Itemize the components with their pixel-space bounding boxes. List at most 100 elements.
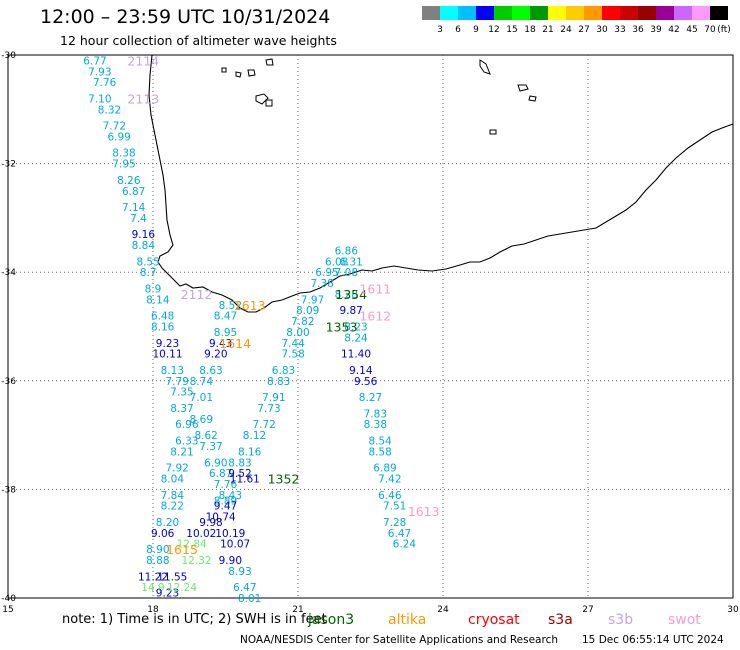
swh-value: 9.87 (339, 305, 362, 317)
swh-value: 7.28 (383, 517, 406, 529)
swh-value: 7.38 (310, 278, 333, 290)
swh-value: 7.37 (199, 441, 222, 453)
coastline (148, 54, 734, 313)
legend-tick: 3 (437, 25, 443, 35)
swh-value: 7.84 (161, 490, 185, 502)
swh-value: 6.83 (272, 365, 295, 377)
swh-value: 6.24 (393, 539, 417, 551)
swh-value: 6.47 (233, 582, 256, 594)
inland-water-bodies (221, 58, 537, 135)
swh-value: 9.56 (354, 376, 378, 388)
wave-height-values: 6.777.937.767.108.327.726.998.387.958.26… (83, 55, 416, 605)
swh-value: 10.02 (186, 528, 216, 540)
footer-agency: NOAA/NESDIS Center for Satellite Applica… (240, 634, 558, 646)
legend-swatch (566, 6, 584, 20)
swh-value: 10.11 (152, 349, 182, 361)
swh-value: 8.28 (335, 289, 358, 301)
swh-value: 8.09 (296, 305, 319, 317)
pass-id-label: 1353 (326, 320, 358, 335)
pass-id-label: 1354 (335, 287, 367, 302)
legend-tick: 33 (614, 25, 625, 35)
pass-id-label: 2114 (127, 53, 159, 68)
map-frame (7, 54, 734, 599)
legend-swatch (512, 6, 530, 20)
swh-value: 7.58 (281, 349, 304, 361)
swh-value: 8.52 (219, 300, 242, 312)
swh-value: 8.9 (145, 283, 162, 295)
swh-value: 8.13 (161, 365, 184, 377)
swh-value: 8.01 (238, 593, 261, 605)
swh-value: 8.93 (228, 566, 251, 578)
legend-swatch (638, 6, 656, 20)
swh-value: 9.20 (204, 349, 227, 361)
pass-id-label: 1614 (219, 336, 251, 351)
swh-value: 8.69 (190, 414, 213, 426)
x-tick-label: 15 (2, 605, 13, 615)
legend-swatch (494, 6, 512, 20)
color-legend: 3 6 9 12 15 18 21 24 27 30 33 36 39 42 45 70 (ft) (422, 6, 731, 35)
swh-value: 10.74 (206, 512, 236, 524)
swh-value: 7.76 (93, 77, 117, 89)
swh-value: 8.04 (161, 474, 185, 486)
swh-value: 14.9 (141, 582, 164, 594)
legend-swatch (656, 6, 674, 20)
swh-value: 7.42 (378, 474, 401, 486)
swh-value: 12.24 (167, 582, 197, 594)
swh-value: 7.93 (88, 66, 111, 78)
swh-value: 8.83 (228, 457, 251, 469)
legend-swatch (548, 6, 566, 20)
swh-value: 8.62 (194, 430, 217, 442)
swh-value: 7.97 (301, 294, 324, 306)
pass-id-label: 1352 (268, 472, 300, 487)
pass-id-label: 2112 (181, 287, 213, 302)
swh-value: 8.12 (243, 430, 266, 442)
swh-value: 6.48 (151, 311, 174, 323)
swh-value: 9.16 (132, 229, 156, 241)
legend-swatch (602, 6, 620, 20)
legend-tick: 18 (524, 25, 536, 35)
pass-id-label: 1613 (234, 298, 266, 313)
swh-value: 6.87 (209, 468, 232, 480)
swh-value: 11.22 (138, 571, 168, 583)
swh-value: 6.47 (388, 528, 411, 540)
swh-value: 7.01 (190, 392, 213, 404)
swh-value: 7.92 (165, 463, 188, 475)
x-tick-label: 30 (727, 605, 739, 615)
graticule (8, 55, 733, 598)
swh-value: 9.52 (228, 468, 251, 480)
swh-value: 9.90 (219, 555, 242, 567)
satellite-altika: altika (388, 612, 427, 628)
swh-value: 7.79 (165, 376, 188, 388)
swh-value: 8.38 (364, 419, 387, 431)
swh-value: 8.43 (219, 490, 242, 502)
swh-value: 6.08 (325, 256, 348, 268)
x-tick-label: 24 (437, 605, 449, 615)
legend-swatch (584, 6, 602, 20)
swh-value: 7.83 (364, 408, 387, 420)
y-tick-label: -38 (1, 485, 16, 495)
legend-tick: 15 (506, 25, 517, 35)
swh-value: 8.90 (146, 544, 169, 556)
y-tick-label: -32 (1, 160, 16, 170)
swh-value: 8.00 (286, 327, 309, 339)
map-note: note: 1) Time is in UTC; 2) SWH is in fe… (62, 612, 327, 627)
pass-id-label: 1611 (359, 281, 391, 296)
legend-tick: 45 (686, 25, 697, 35)
swh-value: 8.27 (359, 392, 382, 404)
swh-value: 6.90 (204, 457, 227, 469)
y-tick-label: -36 (1, 377, 16, 387)
swh-value: 9.23 (156, 338, 179, 350)
swh-value: 8.88 (146, 555, 169, 567)
satellite-s3b: s3b (608, 612, 634, 628)
swh-value: 8.23 (344, 322, 367, 334)
swh-value: 12.32 (181, 555, 211, 567)
swh-value: 11.55 (157, 571, 187, 583)
swh-value: 6.89 (373, 463, 396, 475)
page-subtitle: 12 hour collection of altimeter wave hei… (60, 33, 337, 48)
pass-id-label: 2113 (127, 91, 159, 106)
swh-value: 8.22 (161, 501, 184, 513)
swh-value: 7.82 (291, 316, 314, 328)
legend-tick: 21 (542, 25, 553, 35)
